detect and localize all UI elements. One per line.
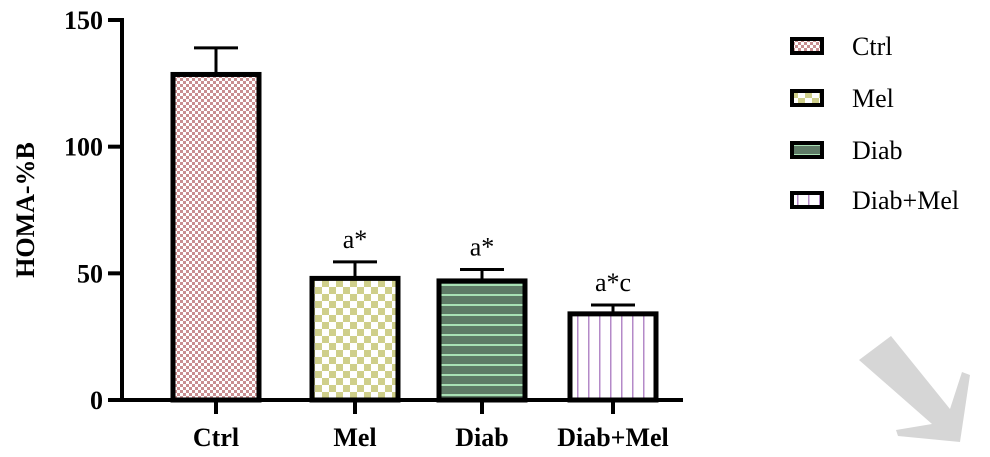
watermark-arrow-icon (859, 336, 970, 442)
legend: Ctrl Mel Diab Diab+Mel (790, 32, 959, 215)
x-tick-label: Diab+Mel (557, 423, 669, 452)
legend-swatch (790, 89, 824, 107)
bar-ctrl (170, 71, 262, 403)
x-tick-label: Mel (333, 423, 376, 452)
y-tick-label: 100 (64, 133, 103, 162)
legend-swatch (790, 37, 824, 55)
x-tick-label: Diab (455, 423, 508, 452)
y-tick-label: 0 (90, 386, 103, 415)
significance-label: a* (343, 225, 368, 254)
legend-label: Diab+Mel (852, 186, 959, 215)
x-tick-label: Ctrl (193, 423, 239, 452)
bar-diab-mel (567, 311, 659, 403)
y-tick-label: 50 (77, 259, 103, 288)
legend-label: Diab (852, 136, 903, 165)
x-tick-labels: Ctrl Mel Diab Diab+Mel (193, 400, 669, 452)
y-axis-title: HOMA-%B (11, 142, 40, 278)
bar-diab (436, 278, 528, 403)
bars: a* a* a*c (170, 46, 659, 403)
bar-mel (309, 275, 401, 403)
legend-swatch (790, 141, 824, 159)
legend-swatch (790, 191, 824, 209)
significance-label: a* (470, 233, 495, 262)
legend-label: Ctrl (852, 32, 892, 61)
y-tick-label: 150 (64, 6, 103, 35)
significance-label: a*c (595, 268, 631, 297)
legend-label: Mel (852, 84, 894, 113)
y-ticks: 0 50 100 150 (64, 6, 122, 415)
